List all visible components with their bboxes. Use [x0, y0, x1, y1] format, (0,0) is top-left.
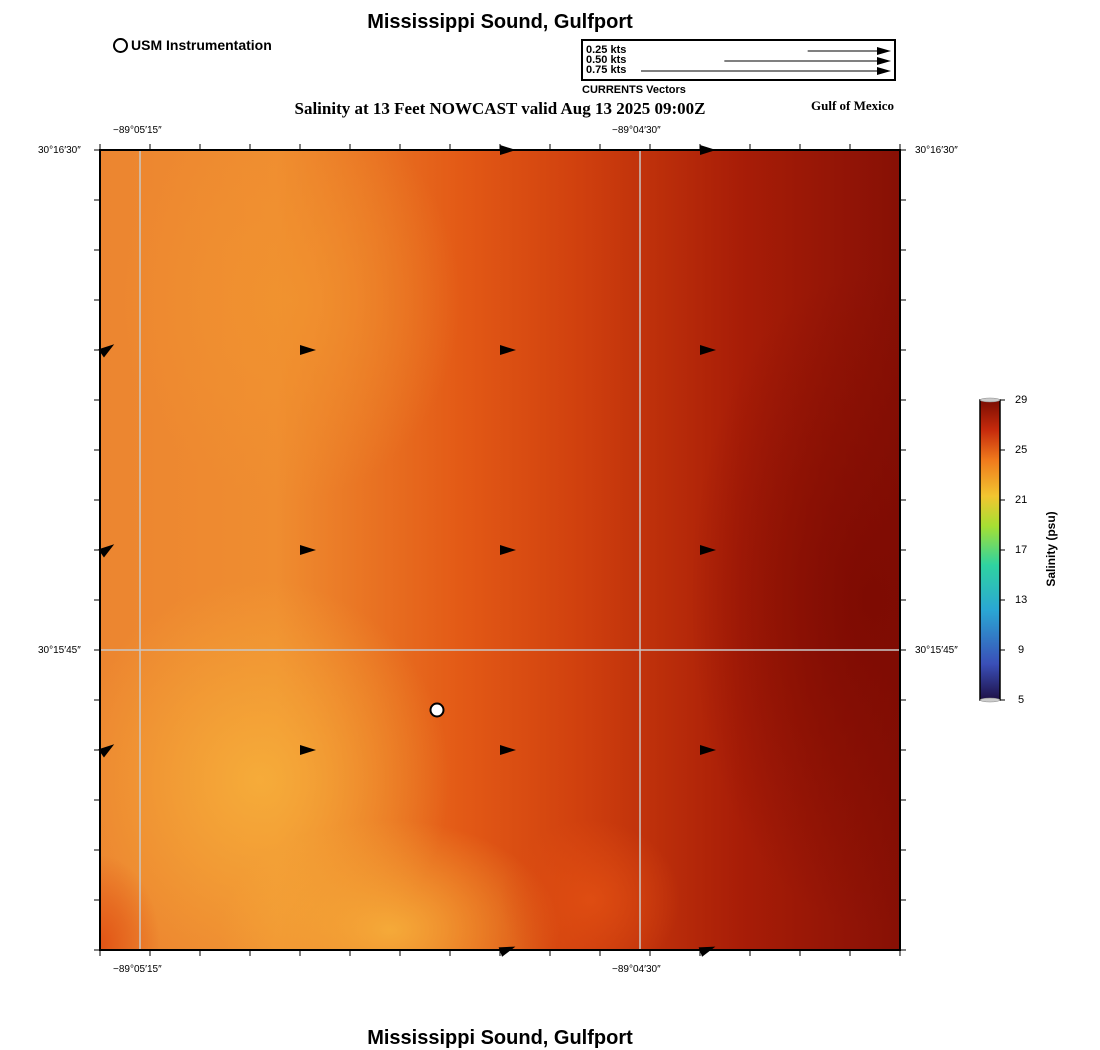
- usm-legend-label: USM Instrumentation: [131, 37, 272, 53]
- current-vector-arrow: [500, 545, 516, 555]
- vector-legend-caption: CURRENTS Vectors: [582, 84, 686, 96]
- vector-scale-label: 0.75 kts: [586, 64, 627, 76]
- left-lat-label: 30°16′30″: [38, 145, 81, 156]
- graticule: [100, 150, 900, 950]
- region-label: Gulf of Mexico: [811, 98, 895, 113]
- current-vector-arrow: [700, 145, 716, 155]
- vector-scale-label: 0.25 kts: [586, 44, 627, 56]
- right-lat-label: 30°16′30″: [915, 145, 958, 156]
- current-vector-arrow: [500, 345, 516, 355]
- current-vector-arrow: [300, 345, 316, 355]
- colorbar-tick: 13: [1015, 594, 1028, 606]
- vector-scale-row: 0.50 kts: [583, 54, 894, 67]
- vector-scale-arrows: [641, 47, 891, 75]
- colorbar-tick: 29: [1015, 394, 1028, 406]
- salinity-map: [94, 144, 906, 957]
- top-lon-label: −89°05′15″: [113, 125, 162, 136]
- colorbar-tick: 25: [1015, 444, 1028, 456]
- current-vector-arrow: [700, 345, 716, 355]
- salinity-field: [100, 150, 900, 950]
- current-vector-arrow: [300, 545, 316, 555]
- colorbar-tick: 9: [1018, 644, 1025, 656]
- top-lon-label: −89°04′30″: [612, 125, 661, 136]
- salinity-colorbar: [979, 397, 1005, 703]
- current-vector-arrow: [98, 344, 115, 358]
- bottom-lon-label: −89°05′15″: [113, 964, 162, 975]
- current-vector-arrow: [98, 544, 115, 558]
- current-vector-scale: 0.25 kts 0.50 kts 0.75 kts: [581, 39, 896, 81]
- vector-scale-row: 0.75 kts: [583, 64, 894, 77]
- current-vector-arrow: [500, 745, 516, 755]
- left-lat-label: 30°15′45″: [38, 645, 81, 656]
- map-subtitle: Salinity at 13 Feet NOWCAST valid Aug 13…: [294, 99, 706, 118]
- colorbar-tick: 21: [1015, 494, 1028, 506]
- vector-scale-row: 0.25 kts: [583, 44, 894, 57]
- current-vector-arrow: [698, 946, 716, 957]
- vector-scale-arrowhead: [877, 47, 891, 55]
- current-vector-arrow: [500, 145, 516, 155]
- vector-scale-arrowhead: [877, 67, 891, 75]
- usm-station-marker[interactable]: [429, 702, 445, 718]
- bottom-lon-label: −89°04′30″: [612, 964, 661, 975]
- vector-scale-arrowhead: [877, 57, 891, 65]
- current-vector-arrow: [98, 744, 115, 758]
- right-lat-label: 30°15′45″: [915, 645, 958, 656]
- current-vector-arrow: [300, 745, 316, 755]
- footer-title: Mississippi Sound, Gulfport: [367, 1027, 633, 1049]
- usm-instrumentation-legend: USM Instrumentation: [113, 37, 272, 53]
- current-vector-arrow: [700, 745, 716, 755]
- colorbar-tick: 17: [1015, 544, 1028, 556]
- map-title: Mississippi Sound, Gulfport: [367, 11, 633, 33]
- current-vector-arrow: [498, 946, 516, 957]
- colorbar-tick: 5: [1018, 694, 1025, 706]
- vector-scale-label: 0.50 kts: [586, 54, 627, 66]
- usm-marker-icon: [113, 37, 128, 53]
- frame-ticks: [94, 144, 906, 956]
- colorbar-title: Salinity (psu): [1044, 511, 1058, 587]
- current-vector-arrow: [700, 545, 716, 555]
- current-vectors: [98, 145, 716, 957]
